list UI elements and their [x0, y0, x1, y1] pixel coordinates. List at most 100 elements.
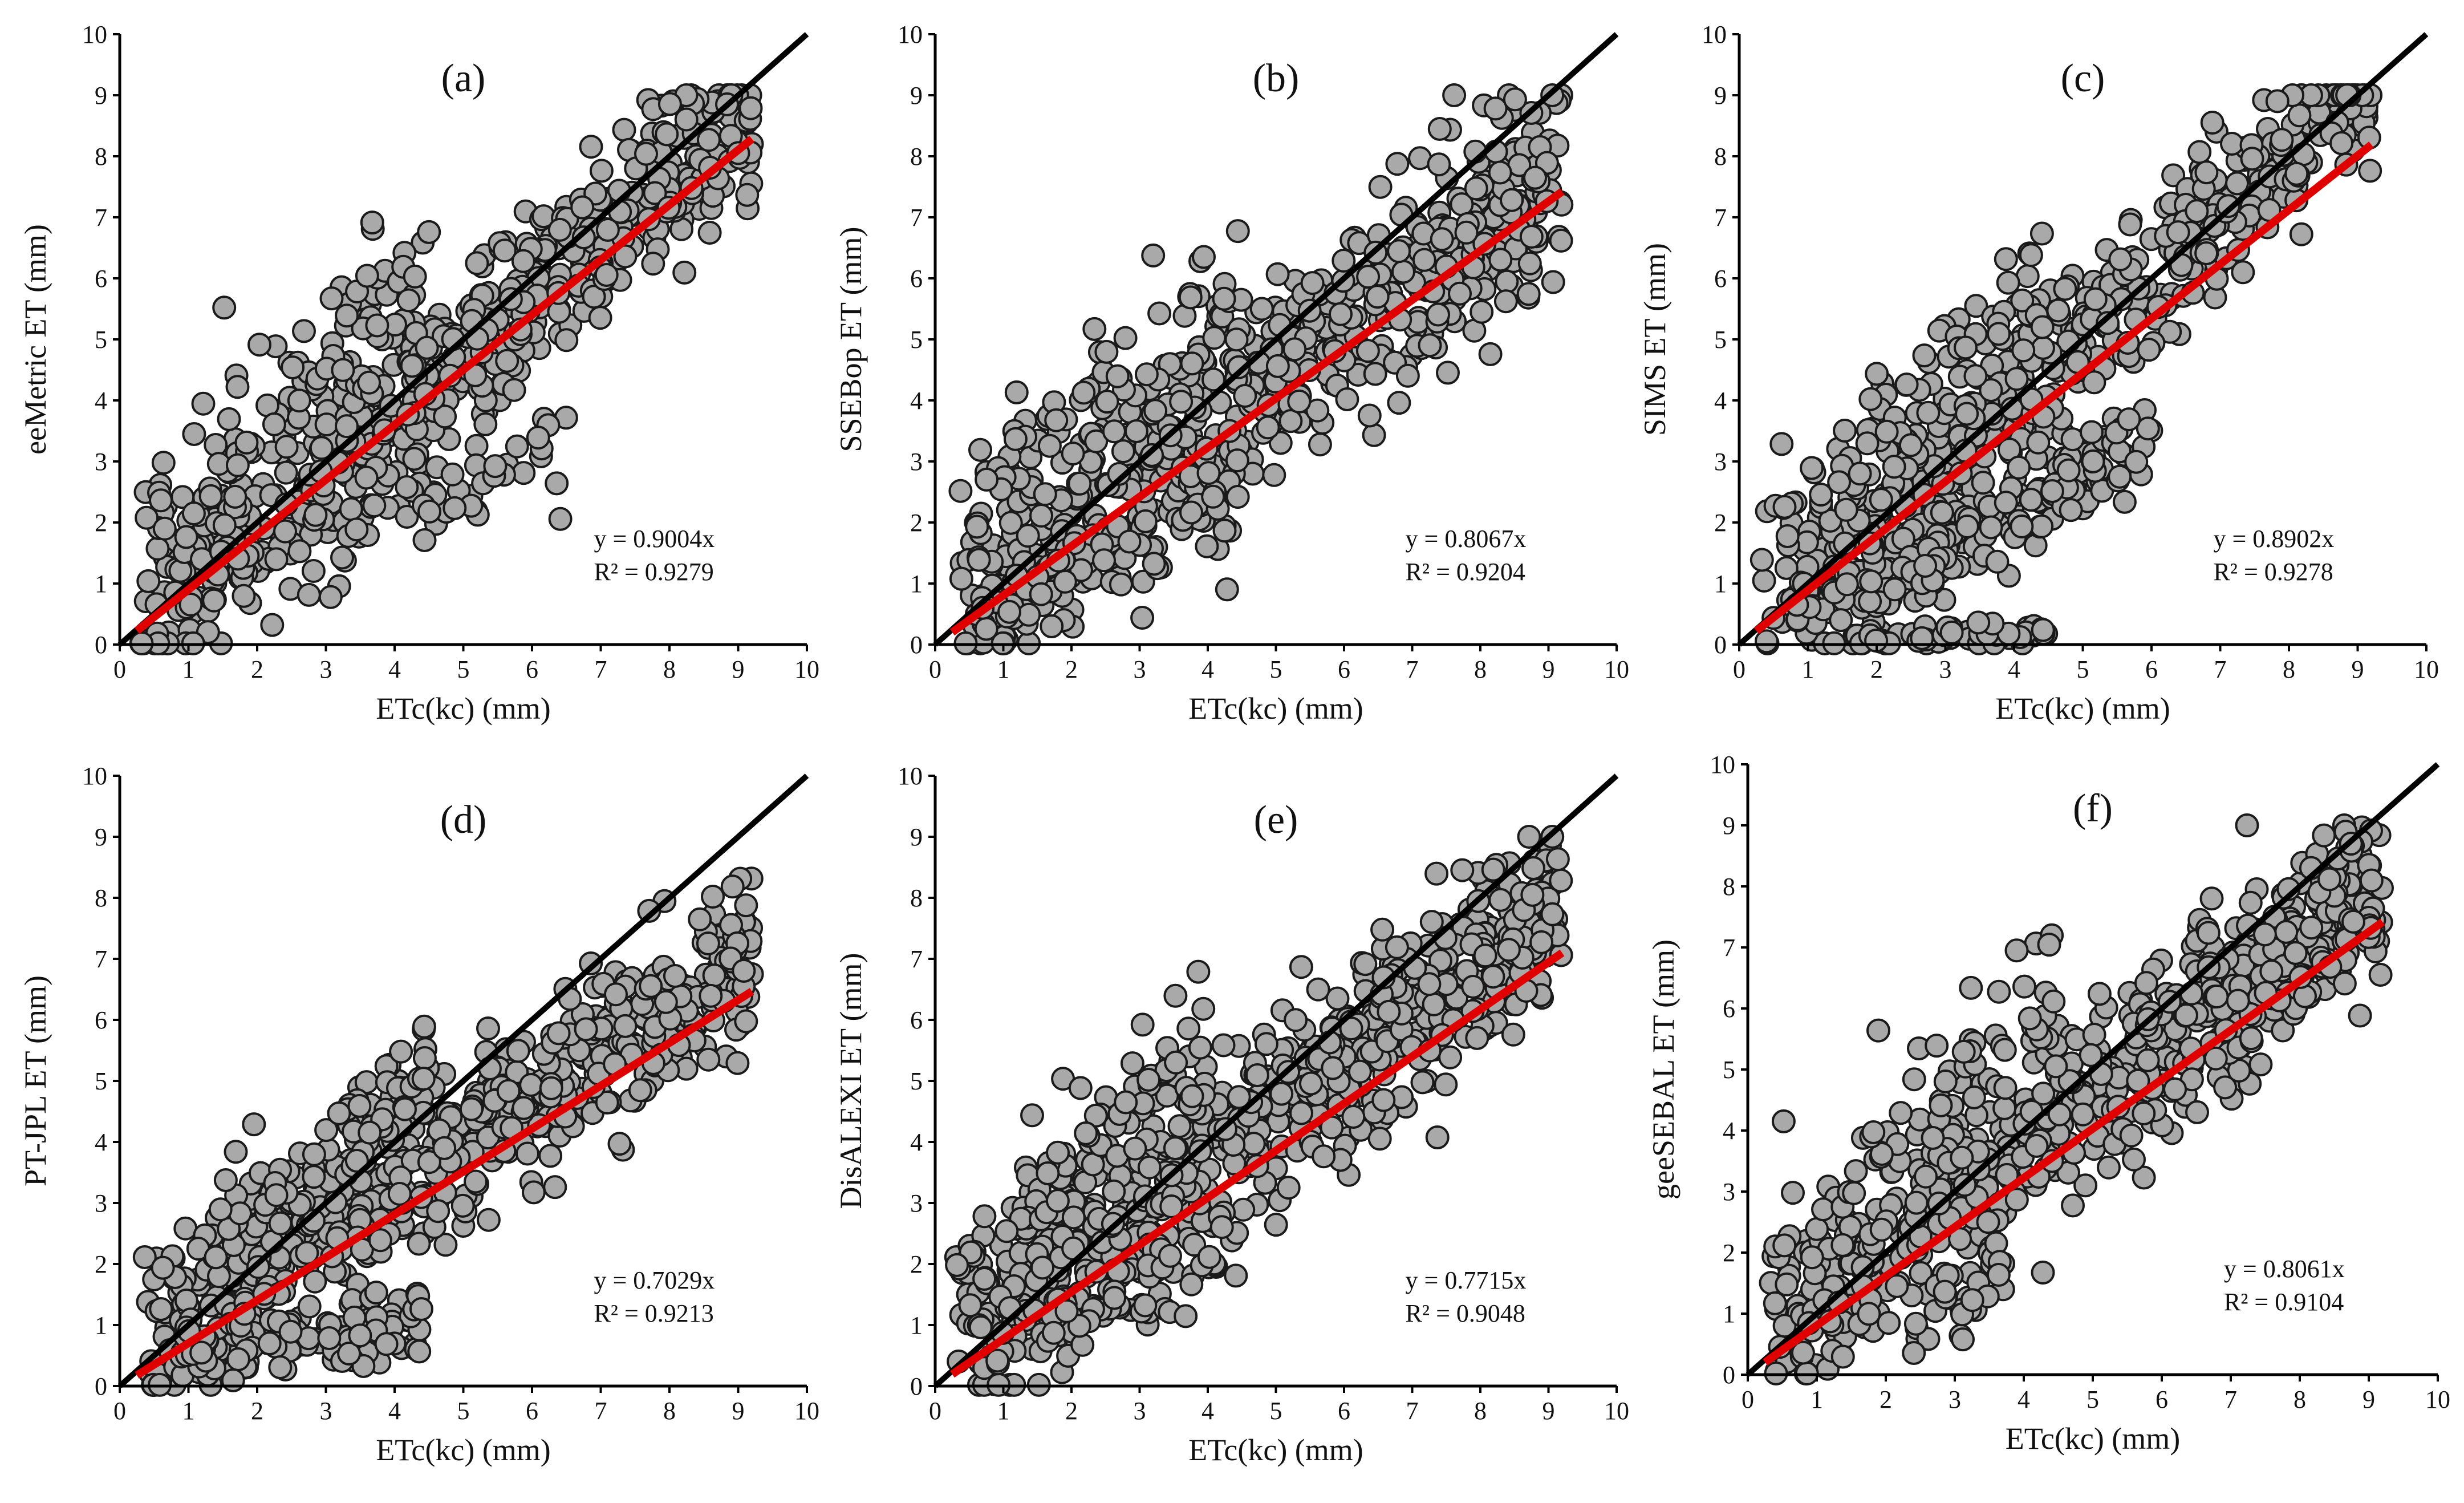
- y-tick-label: 2: [1723, 1239, 1735, 1267]
- data-point: [1130, 1012, 1155, 1037]
- data-point: [292, 319, 316, 343]
- data-point: [697, 221, 722, 245]
- data-point: [1045, 1189, 1070, 1213]
- x-tick-label: 6: [526, 655, 538, 683]
- data-point: [1971, 471, 1995, 495]
- data-point: [2056, 458, 2081, 483]
- data-point: [145, 536, 170, 561]
- data-point: [1195, 534, 1219, 558]
- data-point: [1341, 1105, 1366, 1129]
- data-point: [613, 1014, 638, 1038]
- data-point: [1436, 360, 1460, 385]
- data-point: [232, 584, 256, 608]
- x-tick-label: 3: [1134, 1397, 1146, 1425]
- x-tick-label: 7: [595, 655, 607, 683]
- data-point: [582, 285, 606, 309]
- data-point: [2200, 111, 2224, 135]
- data-point: [1385, 935, 1409, 959]
- x-tick-label: 2: [1065, 655, 1078, 683]
- data-point: [2122, 1147, 2146, 1172]
- data-point: [2010, 288, 2035, 313]
- data-point: [1749, 548, 1774, 572]
- y-tick-label: 10: [82, 762, 107, 790]
- fit-equation: y = 0.8067x: [1406, 525, 1527, 553]
- y-tick-label: 9: [1723, 812, 1735, 840]
- data-point: [1921, 1126, 1945, 1150]
- y-tick-label: 4: [910, 387, 923, 415]
- data-point: [1781, 1181, 1805, 1205]
- x-tick-label: 0: [113, 1397, 126, 1425]
- data-point: [274, 435, 299, 459]
- data-point: [1174, 1304, 1198, 1328]
- x-tick-label: 3: [1939, 655, 1952, 683]
- data-point: [1464, 176, 1488, 201]
- data-point: [2348, 1003, 2372, 1028]
- data-point: [264, 1183, 289, 1208]
- data-point: [492, 238, 517, 263]
- data-point: [1179, 500, 1203, 525]
- data-point: [1158, 1243, 1182, 1268]
- data-point: [738, 96, 763, 120]
- data-point: [1163, 1136, 1187, 1160]
- x-tick-label: 7: [1406, 655, 1419, 683]
- data-point: [1264, 1213, 1288, 1237]
- data-point: [1202, 326, 1227, 350]
- data-point: [1215, 577, 1239, 602]
- data-point: [483, 454, 508, 479]
- data-point: [213, 1168, 238, 1192]
- data-point: [1356, 265, 1381, 289]
- y-tick-label: 3: [95, 448, 107, 476]
- data-point: [1114, 1090, 1138, 1115]
- data-point: [604, 982, 628, 1007]
- data-point: [1454, 220, 1479, 245]
- data-point: [1904, 1190, 1929, 1215]
- data-point: [1865, 362, 1889, 386]
- data-point: [1265, 262, 1290, 286]
- y-axis-title: PT-JPL ET (mm): [18, 975, 52, 1186]
- data-point: [2312, 823, 2336, 848]
- data-point: [607, 1132, 632, 1156]
- data-point: [226, 1347, 250, 1371]
- data-point: [2119, 1123, 2144, 1148]
- data-point: [1827, 470, 1852, 495]
- data-point: [1321, 1056, 1345, 1080]
- data-point: [1225, 219, 1250, 244]
- data-point: [1020, 1103, 1044, 1128]
- data-point: [2196, 921, 2221, 945]
- y-tick-label: 0: [95, 631, 107, 659]
- data-point: [1771, 1109, 1796, 1133]
- data-point: [2239, 1026, 2263, 1051]
- data-point: [2293, 984, 2317, 1008]
- fit-r-squared: R² = 0.9204: [1406, 558, 1525, 586]
- data-point: [1448, 281, 1472, 306]
- data-point: [1084, 429, 1109, 453]
- data-point: [2018, 1006, 2042, 1031]
- y-tick-label: 1: [1723, 1300, 1735, 1328]
- data-point: [1329, 302, 1353, 326]
- data-point: [1916, 400, 1941, 425]
- data-point: [1442, 83, 1467, 107]
- data-point: [2041, 989, 2066, 1014]
- data-point: [1939, 620, 1964, 645]
- data-point: [1898, 433, 1923, 457]
- x-tick-label: 8: [2283, 655, 2295, 683]
- data-point: [1964, 294, 1988, 318]
- x-tick-label: 9: [1542, 1397, 1555, 1425]
- data-point: [545, 471, 569, 496]
- data-point: [2137, 338, 2161, 362]
- data-point: [268, 1355, 293, 1379]
- data-point: [2012, 974, 2036, 999]
- data-point: [1914, 1164, 1938, 1189]
- y-tick-label: 4: [1714, 387, 1727, 415]
- data-point: [2231, 260, 2255, 285]
- data-point: [1224, 327, 1249, 352]
- one-to-one-line: [117, 32, 809, 647]
- data-point: [1140, 443, 1164, 467]
- data-point: [465, 251, 489, 276]
- data-point: [613, 244, 638, 269]
- data-point: [198, 484, 223, 508]
- x-tick-label: 6: [1338, 655, 1350, 683]
- data-point: [2044, 1054, 2068, 1079]
- data-point: [1395, 363, 1420, 388]
